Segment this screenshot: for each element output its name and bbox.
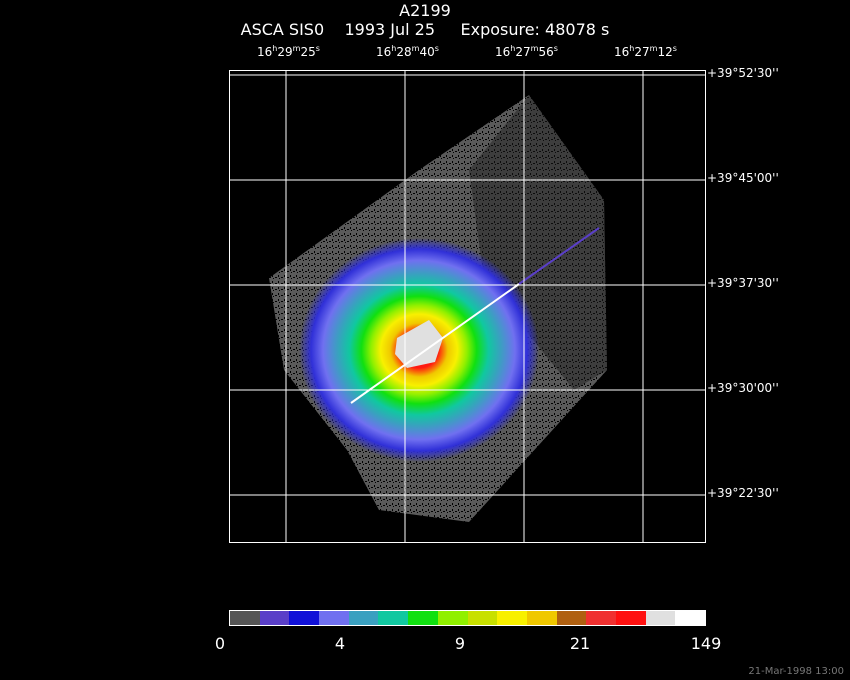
- colorbar-swatch: [467, 611, 498, 625]
- dec-tick-label: +39°30'00'': [707, 381, 779, 395]
- colorbar-swatch: [378, 611, 409, 625]
- colorbar-swatch: [556, 611, 587, 625]
- ra-tick-label: 16h27m56s: [495, 44, 558, 59]
- colorbar-swatch: [319, 611, 349, 625]
- colorbar-swatch: [408, 611, 438, 625]
- ra-tick-label: 16h28m40s: [376, 44, 439, 59]
- colorbar-swatch: [437, 611, 468, 625]
- timestamp: 21-Mar-1998 13:00: [748, 666, 844, 677]
- date-label: 1993 Jul 25: [344, 20, 436, 39]
- colorbar-swatch: [675, 611, 705, 625]
- colorbar-label: 0: [214, 634, 226, 653]
- object-title: A2199: [399, 1, 451, 20]
- colorbar-swatch: [348, 611, 379, 625]
- exposure-label: Exposure: 48078 s: [460, 20, 610, 39]
- dec-tick-label: +39°37'30'': [707, 276, 779, 290]
- colorbar-swatch: [586, 611, 616, 625]
- colorbar-swatch: [289, 611, 320, 625]
- observation-info: ASCA SIS0 1993 Jul 25 Exposure: 48078 s: [0, 20, 850, 39]
- cluster-core: [395, 320, 443, 368]
- ra-tick-label: 16h29m25s: [257, 44, 320, 59]
- colorbar-swatch: [230, 611, 260, 625]
- colorbar-swatch: [259, 611, 290, 625]
- colorbar-label: 4: [334, 634, 346, 653]
- colorbar: [229, 610, 706, 626]
- colorbar-swatch: [526, 611, 557, 625]
- colorbar-label: 9: [454, 634, 466, 653]
- instrument-label: ASCA SIS0: [240, 20, 325, 39]
- detector-footprint-right: [469, 95, 607, 390]
- colorbar-swatch: [497, 611, 527, 625]
- colorbar-swatch: [645, 611, 676, 625]
- ra-tick-label: 16h27m12s: [614, 44, 677, 59]
- colorbar-swatch: [615, 611, 646, 625]
- dec-tick-label: +39°52'30'': [707, 66, 779, 80]
- colorbar-label: 21: [569, 634, 591, 653]
- dec-tick-label: +39°22'30'': [707, 486, 779, 500]
- readout-streak: [350, 283, 520, 404]
- colorbar-label: 149: [690, 634, 722, 653]
- dec-tick-label: +39°45'00'': [707, 171, 779, 185]
- xray-image: [229, 70, 706, 543]
